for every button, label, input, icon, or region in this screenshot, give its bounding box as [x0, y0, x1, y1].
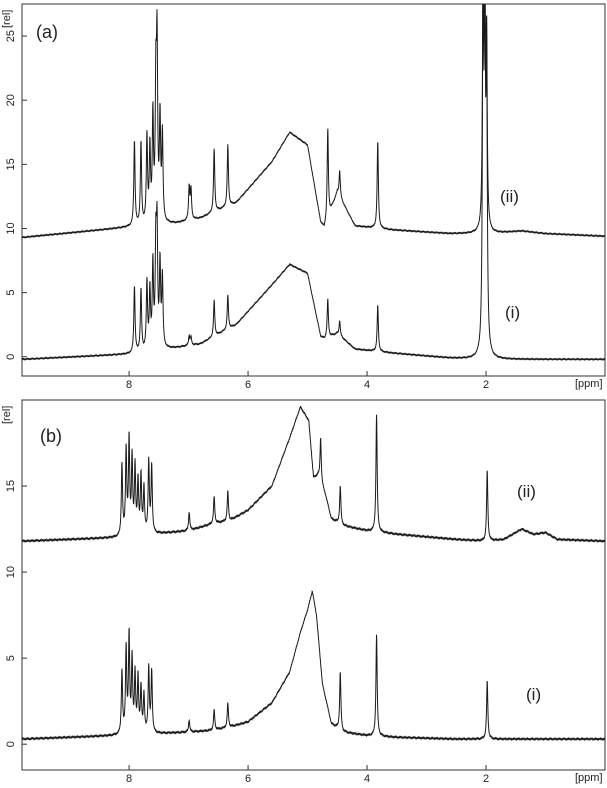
panel-b-series-i-label: (i) — [526, 685, 541, 704]
y-tick-label: 10 — [5, 566, 17, 578]
panel-a-ylabel: [rel] — [1, 10, 13, 28]
panel-b-xlabel: [ppm] — [575, 772, 603, 784]
panel-a-x-axis: 8 6 4 2 — [126, 371, 489, 391]
panel-a-label: (a) — [36, 22, 58, 42]
x-tick-label: 4 — [364, 773, 370, 785]
panel-b-traces — [22, 405, 605, 742]
panel-a-traces — [22, 4, 605, 362]
y-tick-label: 0 — [5, 741, 17, 747]
x-tick-label: 2 — [483, 379, 489, 391]
y-tick-label: 15 — [5, 158, 17, 170]
panel-a-series-ii-label: (ii) — [500, 187, 519, 206]
panel-a: (a) [rel] [ppm] 0 5 10 15 20 25 8 6 4 2 (ii) (i) — [1, 3, 606, 391]
spectrum-trace-i — [22, 590, 605, 742]
panel-b-x-axis: 8 6 4 2 — [126, 765, 489, 785]
panel-b-series-ii-label: (ii) — [517, 482, 536, 501]
spectrum-trace-ii — [22, 4, 605, 239]
spectrum-trace-i — [22, 4, 605, 362]
y-tick-label: 20 — [5, 94, 17, 106]
x-tick-label: 8 — [126, 379, 132, 391]
x-tick-label: 6 — [245, 773, 251, 785]
panel-a-series-i-label: (i) — [505, 303, 520, 322]
panel-a-y-axis: 0 5 10 15 20 25 — [5, 30, 27, 360]
panel-b-label: (b) — [40, 426, 62, 446]
y-tick-label: 25 — [5, 30, 17, 42]
x-tick-label: 2 — [483, 773, 489, 785]
panel-b-frame — [21, 399, 606, 771]
y-tick-label: 10 — [5, 222, 17, 234]
spectrum-trace-ii — [22, 405, 605, 544]
panel-a-xlabel: [ppm] — [575, 378, 603, 390]
panel-b: (b) [rel] [ppm] 0 5 10 15 8 6 4 2 (ii) (i) — [1, 399, 606, 785]
panel-b-ylabel: [rel] — [1, 406, 13, 424]
x-tick-label: 6 — [245, 379, 251, 391]
y-tick-label: 15 — [5, 480, 17, 492]
y-tick-label: 5 — [5, 290, 17, 296]
y-tick-label: 0 — [5, 354, 17, 360]
x-tick-label: 8 — [126, 773, 132, 785]
panel-b-y-axis: 0 5 10 15 — [5, 480, 27, 747]
y-tick-label: 5 — [5, 655, 17, 661]
panel-a-frame — [21, 3, 606, 377]
x-tick-label: 4 — [364, 379, 370, 391]
